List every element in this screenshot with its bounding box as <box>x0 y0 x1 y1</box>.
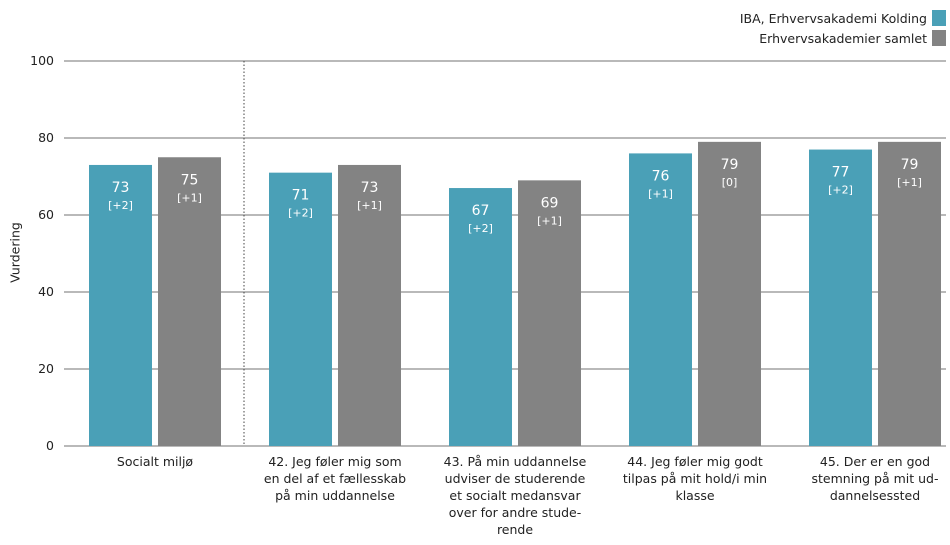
bar-value-label-2-3: 69 <box>541 195 559 211</box>
bar-change-label-1-2: [+2] <box>288 207 313 220</box>
bar-change-label-1-3: [+2] <box>468 222 493 235</box>
x-tick-label-3-line-4: over for andre stude- <box>449 505 582 520</box>
x-tick-label-5-line-3: dannelsessted <box>830 488 920 503</box>
chart-legend: IBA, Erhvervsakademi Kolding Erhvervsaka… <box>740 8 946 48</box>
x-tick-label-3-line-1: 43. På min uddannelse <box>444 454 587 469</box>
y-tick-label-0: 0 <box>46 438 54 453</box>
bar-value-label-2-1: 75 <box>181 172 199 188</box>
x-tick-label-3-line-5: rende <box>497 522 533 537</box>
legend-label-series-1: IBA, Erhvervsakademi Kolding <box>739 10 927 26</box>
bar-1-3 <box>449 188 512 447</box>
bar-1-2 <box>269 172 332 446</box>
bar-value-label-1-3: 67 <box>472 203 490 219</box>
x-tick-label-2-line-1: 42. Jeg føler mig som <box>268 454 401 469</box>
bar-value-label-2-5: 79 <box>901 157 919 173</box>
bar-change-label-2-5: [+1] <box>897 176 922 189</box>
y-tick-label-80: 80 <box>38 130 54 145</box>
bar-change-label-2-3: [+1] <box>537 214 562 227</box>
bar-1-4 <box>629 153 692 446</box>
x-tick-label-4-line-3: klasse <box>675 488 714 503</box>
bar-2-3 <box>518 180 581 446</box>
x-tick-label-4-line-1: 44. Jeg føler mig godt <box>627 454 763 469</box>
bar-value-label-1-5: 77 <box>832 165 850 181</box>
bar-1-5 <box>809 149 872 447</box>
y-tick-label-100: 100 <box>30 53 54 68</box>
bar-change-label-1-4: [+1] <box>648 187 673 200</box>
x-tick-label-4-line-2: tilpas på mit hold/i min <box>623 471 767 486</box>
bar-2-4 <box>698 141 761 446</box>
bar-1-1 <box>89 164 152 446</box>
bar-change-label-1-5: [+2] <box>828 184 853 197</box>
bar-change-label-2-1: [+1] <box>177 191 202 204</box>
bar-change-label-2-4: [0] <box>722 176 738 189</box>
bar-change-label-2-2: [+1] <box>357 199 382 212</box>
x-tick-label-5-line-2: stemning på mit ud- <box>812 471 939 486</box>
x-tick-label-3-line-3: et socialt medansvar <box>449 488 581 503</box>
x-tick-label-5-line-1: 45. Der er en god <box>820 454 930 469</box>
bar-2-1 <box>158 157 221 446</box>
y-tick-label-60: 60 <box>38 207 54 222</box>
bar-change-label-1-1: [+2] <box>108 199 133 212</box>
x-tick-label-2-line-2: en del af et fællesskab <box>264 471 406 486</box>
bar-value-label-1-1: 73 <box>112 180 130 196</box>
x-tick-label-1-line-1: Socialt miljø <box>117 454 194 469</box>
bar-2-5 <box>878 141 941 446</box>
x-tick-label-3-line-2: udviser de studerende <box>445 471 586 486</box>
legend-label-series-2: Erhvervsakademier samlet <box>759 30 927 46</box>
bar-2-2 <box>338 164 401 446</box>
y-tick-label-20: 20 <box>38 361 54 376</box>
bar-value-label-1-4: 76 <box>652 168 670 184</box>
bar-value-label-2-2: 73 <box>361 180 379 196</box>
legend-item-series-1: IBA, Erhvervsakademi Kolding <box>740 8 946 28</box>
legend-item-series-2: Erhvervsakademier samlet <box>740 28 946 48</box>
legend-swatch-series-1 <box>932 10 946 26</box>
bar-value-label-2-4: 79 <box>721 157 739 173</box>
legend-swatch-series-2 <box>932 30 946 46</box>
y-tick-label-40: 40 <box>38 284 54 299</box>
bar-value-label-1-2: 71 <box>292 188 310 204</box>
x-tick-label-2-line-3: på min uddannelse <box>275 488 395 503</box>
